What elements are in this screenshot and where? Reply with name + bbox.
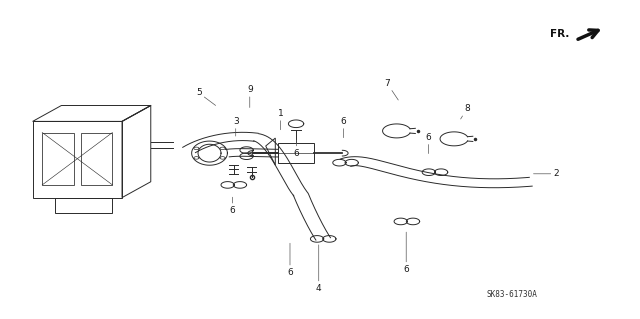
Text: 8: 8 (461, 104, 470, 119)
Text: 5: 5 (196, 88, 216, 106)
Text: 7: 7 (384, 79, 398, 100)
Text: 1: 1 (278, 109, 284, 130)
Text: 6: 6 (294, 140, 300, 158)
Text: 6: 6 (230, 197, 236, 215)
Text: 6: 6 (426, 133, 431, 153)
Text: 4: 4 (316, 245, 321, 293)
Text: 6: 6 (403, 232, 409, 274)
Text: SK83-61730A: SK83-61730A (486, 290, 537, 299)
Text: 2: 2 (534, 169, 559, 178)
Text: 6: 6 (287, 243, 293, 277)
Text: 6: 6 (340, 117, 346, 138)
Text: 3: 3 (233, 117, 239, 136)
Text: FR.: FR. (550, 29, 569, 39)
Text: 9: 9 (247, 85, 253, 108)
